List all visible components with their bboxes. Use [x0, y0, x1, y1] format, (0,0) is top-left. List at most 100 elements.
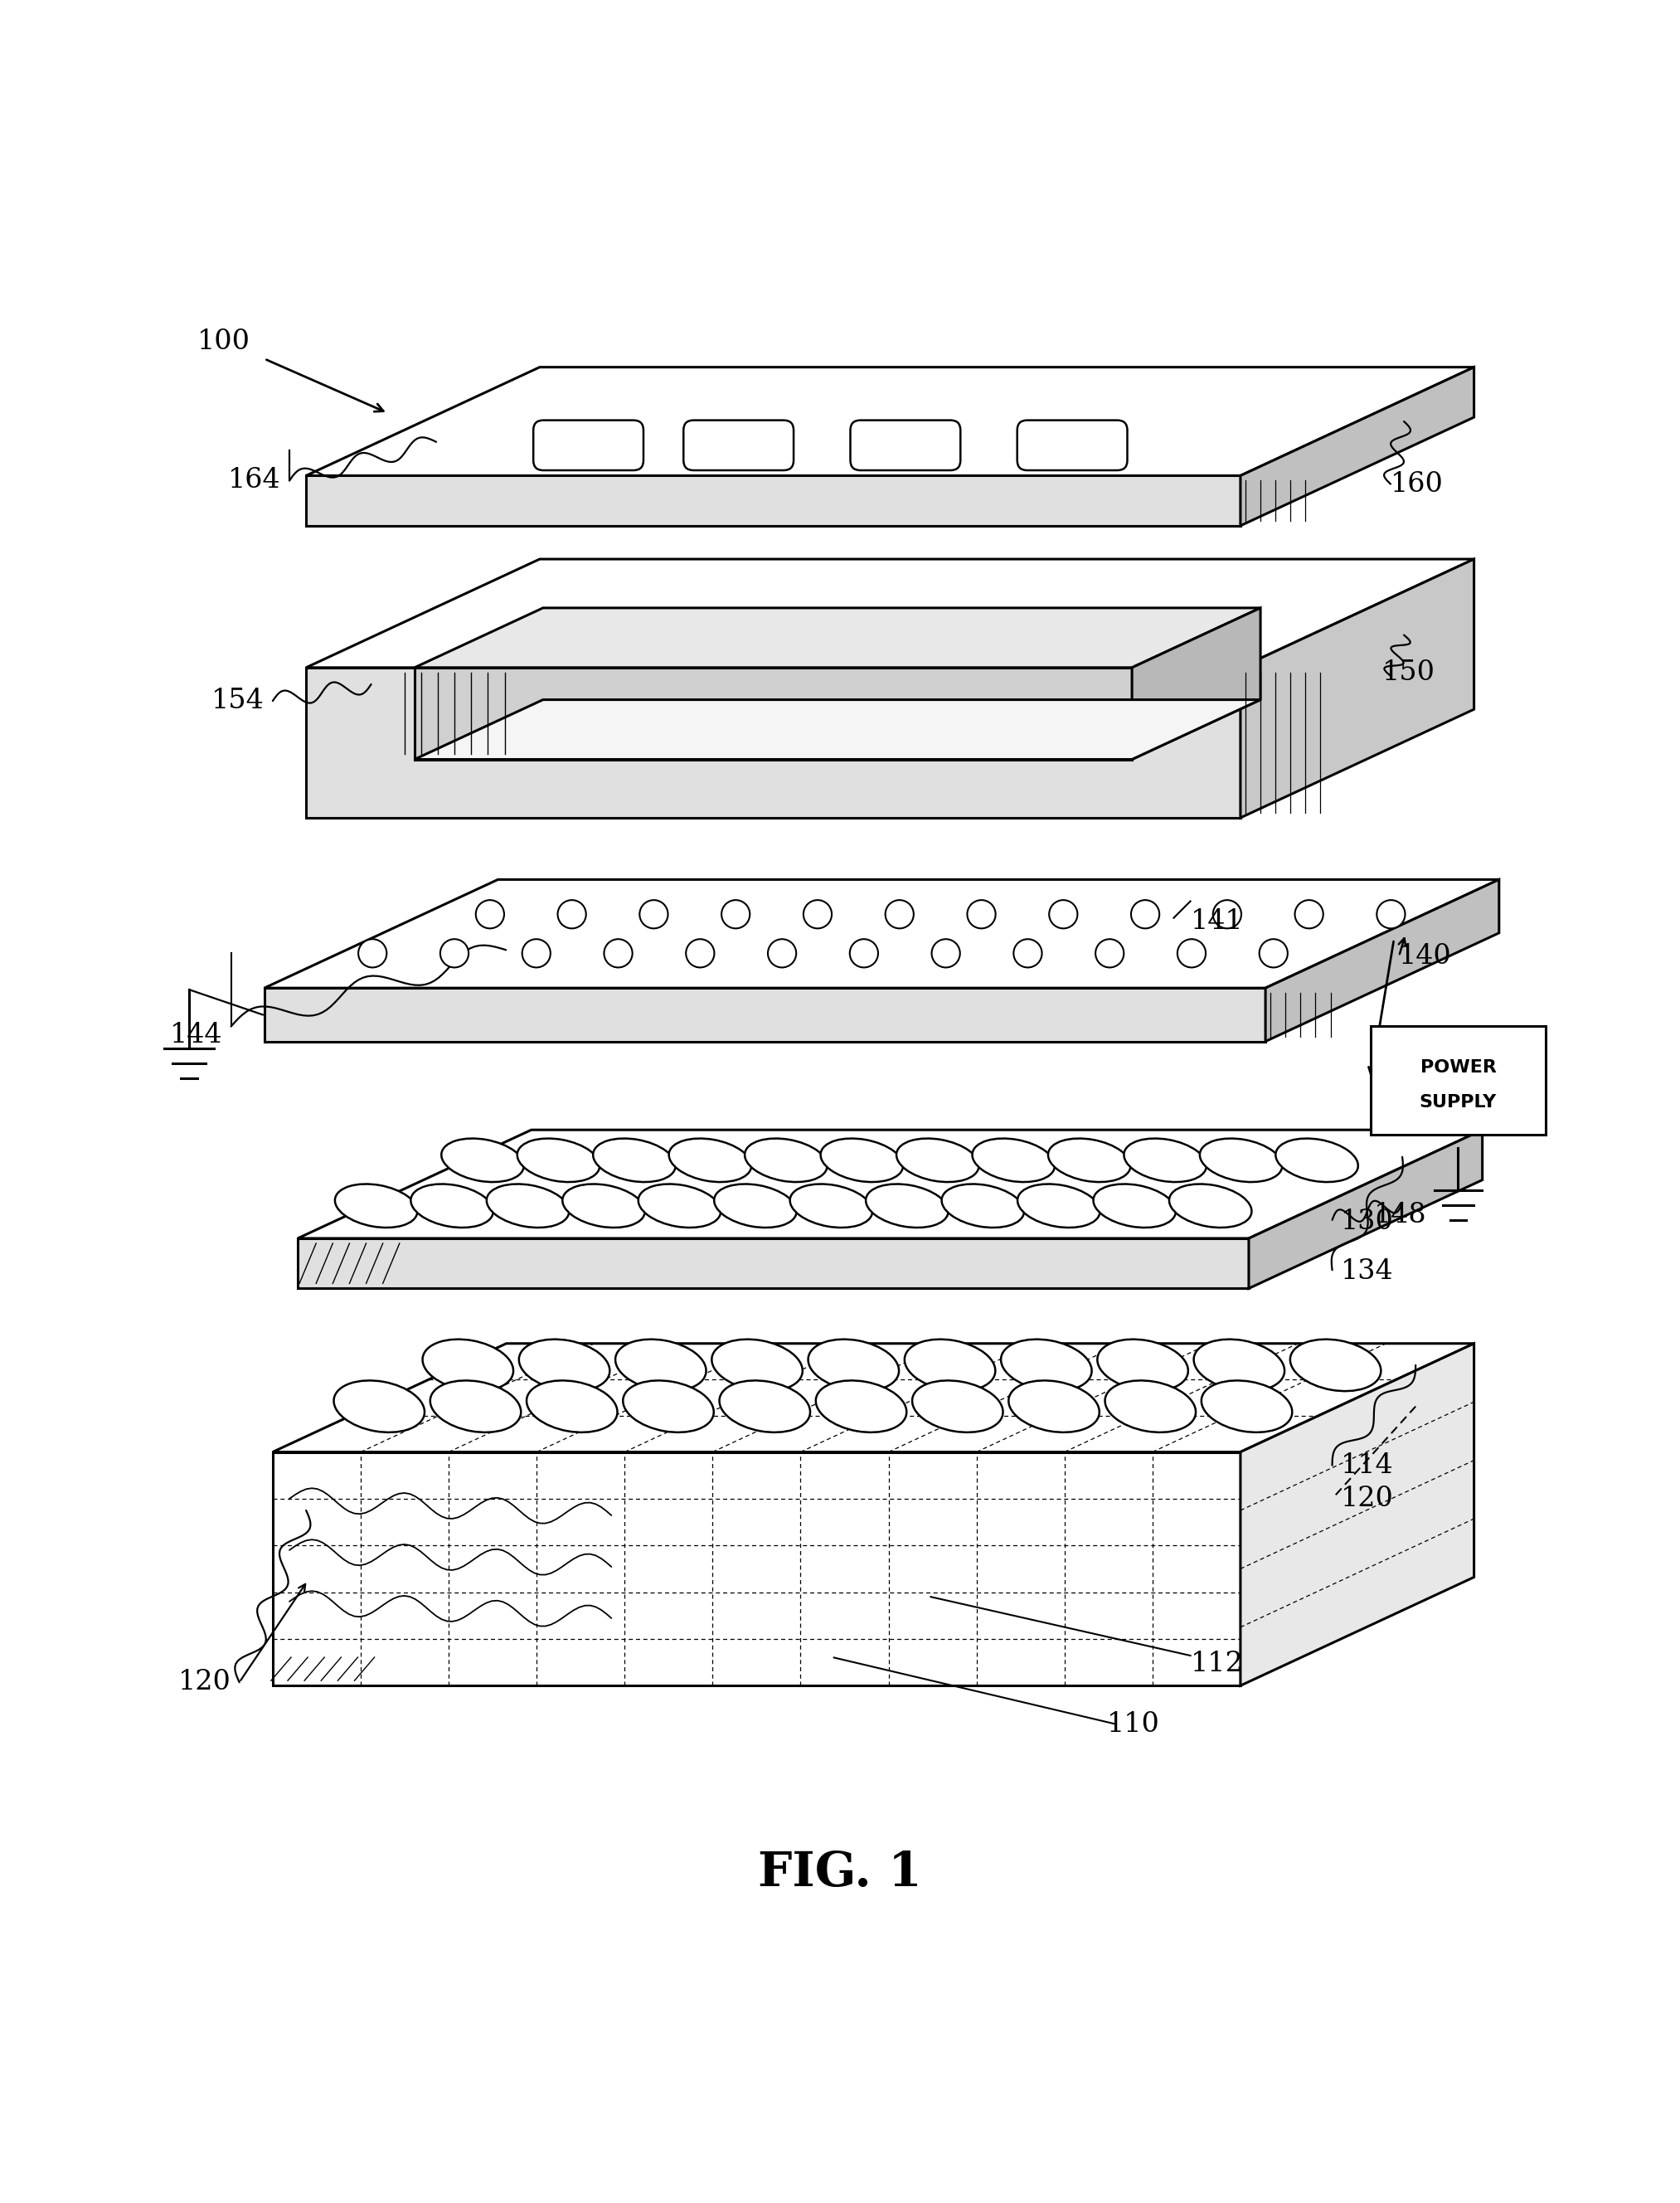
Ellipse shape [623, 1381, 714, 1432]
Circle shape [640, 901, 669, 927]
Ellipse shape [442, 1139, 524, 1183]
Ellipse shape [712, 1339, 803, 1390]
Ellipse shape [487, 1183, 570, 1227]
Text: 141: 141 [1191, 908, 1243, 934]
Circle shape [522, 938, 551, 967]
Text: 144: 144 [170, 1022, 223, 1049]
Ellipse shape [897, 1139, 979, 1183]
Circle shape [1131, 901, 1159, 927]
Ellipse shape [973, 1139, 1055, 1183]
Bar [1371, 1027, 1546, 1135]
Ellipse shape [412, 1183, 494, 1227]
Circle shape [1376, 901, 1404, 927]
Ellipse shape [1097, 1339, 1188, 1390]
Ellipse shape [1200, 1139, 1282, 1183]
Polygon shape [1248, 1130, 1482, 1289]
FancyBboxPatch shape [1016, 421, 1127, 469]
Ellipse shape [1094, 1183, 1176, 1227]
Polygon shape [306, 368, 1473, 476]
Circle shape [440, 938, 469, 967]
Polygon shape [415, 668, 1132, 760]
Polygon shape [415, 701, 1260, 760]
Polygon shape [272, 1452, 1240, 1685]
Ellipse shape [517, 1139, 600, 1183]
Text: 120: 120 [1341, 1485, 1393, 1511]
Ellipse shape [638, 1183, 721, 1227]
FancyBboxPatch shape [684, 421, 793, 469]
Ellipse shape [519, 1339, 610, 1390]
Polygon shape [1265, 879, 1499, 1042]
Polygon shape [264, 987, 1265, 1042]
Ellipse shape [1018, 1183, 1100, 1227]
Circle shape [932, 938, 959, 967]
Polygon shape [415, 608, 1260, 668]
Polygon shape [272, 1344, 1473, 1452]
Text: 114: 114 [1341, 1452, 1393, 1478]
Polygon shape [1240, 368, 1473, 527]
Text: 120: 120 [178, 1670, 232, 1696]
Text: 110: 110 [1107, 1712, 1159, 1738]
Ellipse shape [1169, 1183, 1252, 1227]
FancyBboxPatch shape [850, 421, 961, 469]
Ellipse shape [1001, 1339, 1092, 1390]
Circle shape [475, 901, 504, 927]
Ellipse shape [615, 1339, 706, 1390]
Ellipse shape [1048, 1139, 1131, 1183]
Circle shape [721, 901, 749, 927]
Circle shape [968, 901, 996, 927]
Ellipse shape [593, 1139, 675, 1183]
Ellipse shape [430, 1381, 521, 1432]
Text: SUPPLY: SUPPLY [1420, 1095, 1497, 1110]
Circle shape [803, 901, 832, 927]
Ellipse shape [1105, 1381, 1196, 1432]
Ellipse shape [865, 1183, 948, 1227]
Ellipse shape [1008, 1381, 1099, 1432]
Ellipse shape [1290, 1339, 1381, 1390]
Circle shape [1013, 938, 1042, 967]
Ellipse shape [744, 1139, 827, 1183]
Text: 100: 100 [198, 328, 250, 355]
Ellipse shape [820, 1139, 904, 1183]
Circle shape [1178, 938, 1206, 967]
Circle shape [1295, 901, 1324, 927]
Polygon shape [264, 879, 1499, 987]
Ellipse shape [1194, 1339, 1285, 1390]
Text: FIG. 1: FIG. 1 [758, 1848, 922, 1897]
Text: 134: 134 [1341, 1258, 1393, 1284]
Ellipse shape [526, 1381, 617, 1432]
Circle shape [885, 901, 914, 927]
Polygon shape [1240, 560, 1473, 817]
Text: POWER: POWER [1420, 1060, 1497, 1075]
Polygon shape [297, 1130, 1482, 1238]
Ellipse shape [808, 1339, 899, 1390]
Circle shape [1048, 901, 1077, 927]
Ellipse shape [334, 1183, 417, 1227]
Circle shape [768, 938, 796, 967]
Polygon shape [306, 476, 1240, 527]
Ellipse shape [790, 1183, 872, 1227]
Polygon shape [1240, 1344, 1473, 1685]
Circle shape [358, 938, 386, 967]
Polygon shape [306, 560, 1473, 668]
Text: 150: 150 [1383, 659, 1435, 685]
Polygon shape [1132, 608, 1260, 760]
Polygon shape [297, 1238, 1248, 1289]
Ellipse shape [1201, 1381, 1292, 1432]
Text: 164: 164 [228, 467, 281, 493]
Circle shape [1095, 938, 1124, 967]
Ellipse shape [912, 1381, 1003, 1432]
Circle shape [605, 938, 632, 967]
FancyBboxPatch shape [533, 421, 643, 469]
Ellipse shape [816, 1381, 907, 1432]
Ellipse shape [719, 1381, 810, 1432]
Text: 130: 130 [1341, 1209, 1393, 1236]
Circle shape [1260, 938, 1287, 967]
Polygon shape [306, 668, 1240, 817]
Text: 154: 154 [212, 687, 264, 714]
Text: 140: 140 [1399, 943, 1452, 969]
Text: 148: 148 [1374, 1201, 1426, 1229]
Circle shape [558, 901, 586, 927]
Ellipse shape [1275, 1139, 1357, 1183]
Ellipse shape [942, 1183, 1025, 1227]
Ellipse shape [904, 1339, 995, 1390]
